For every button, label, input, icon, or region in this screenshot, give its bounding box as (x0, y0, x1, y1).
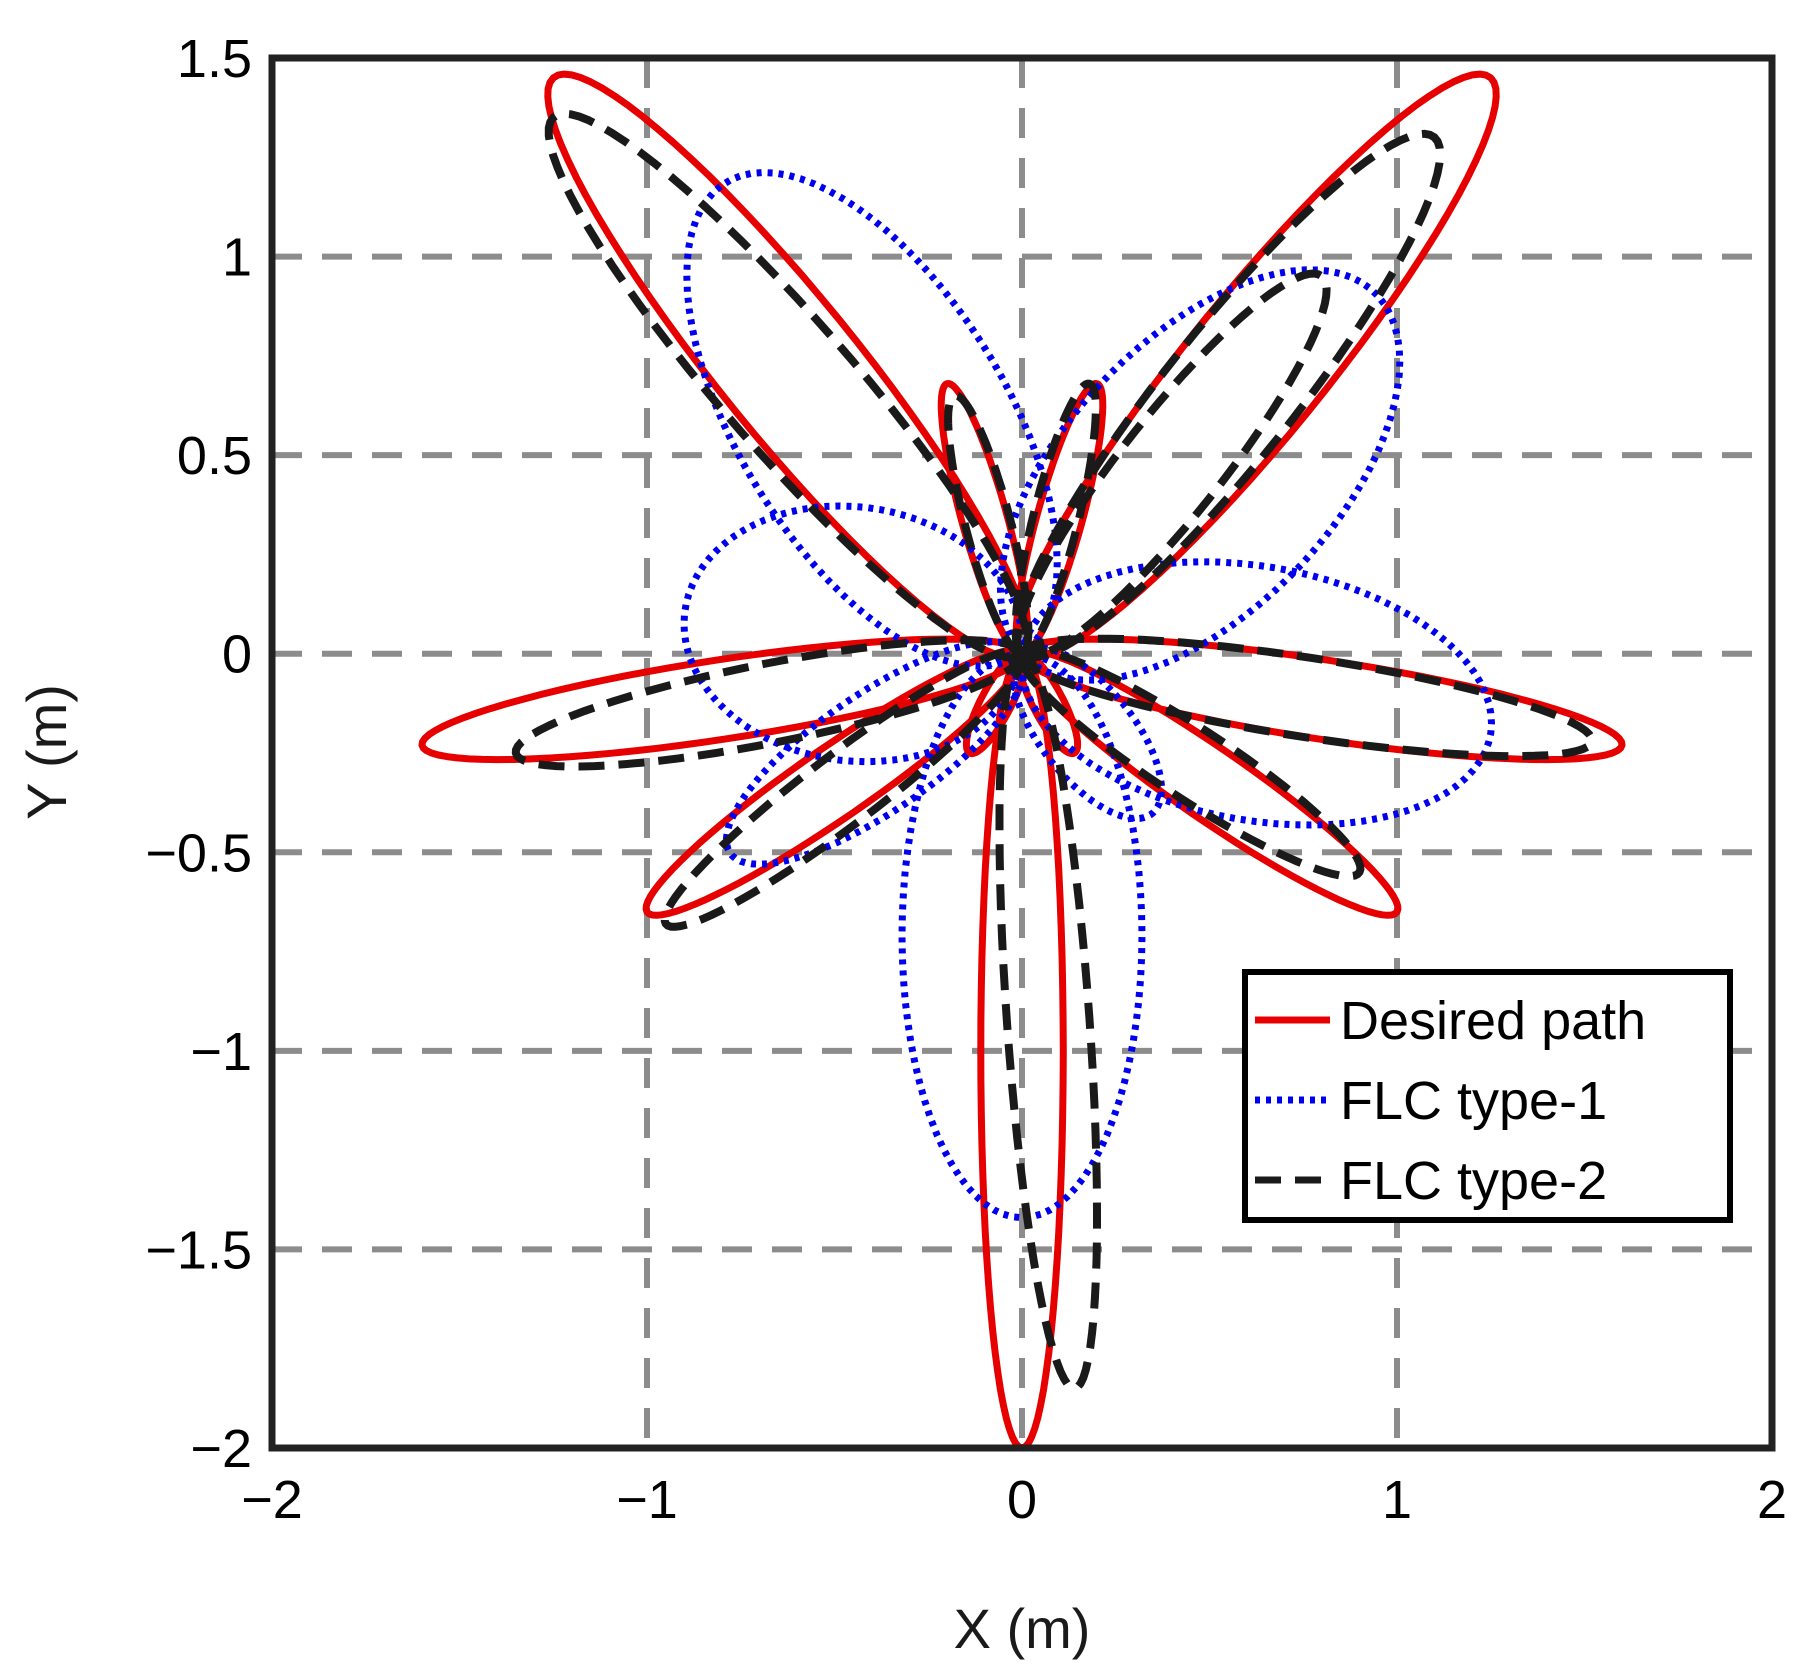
legend: Desired path FLC type-1 FLC type-2 (1242, 969, 1733, 1223)
petal-curve (944, 391, 1033, 658)
legend-label-desired-path: Desired path (1340, 991, 1646, 1051)
series-flc-type-2 (511, 109, 1596, 1393)
y-tick-label: −0.5 (145, 823, 252, 883)
tick-labels: −2 −1 0 1 2 1.5 1 0.5 0 −0.5 −1 −1.5 −2 (145, 29, 1787, 1530)
plot-frame (268, 54, 1776, 1452)
petal-curve (544, 109, 1031, 662)
y-tick-label: 1 (222, 228, 252, 288)
x-tick-label: 2 (1757, 1470, 1787, 1530)
petal-curve (1013, 269, 1331, 661)
petal-curve (1017, 645, 1365, 881)
legend-label-flc-type-1: FLC type-1 (1340, 1071, 1607, 1131)
petal-curve (937, 380, 1032, 658)
y-tick-label: −2 (190, 1419, 252, 1479)
y-tick-label: −1 (190, 1022, 252, 1082)
petal-curve (996, 266, 1404, 684)
y-tick-label: −1.5 (145, 1220, 252, 1280)
petal-curve (1012, 129, 1445, 662)
petal-curve (977, 650, 1067, 1448)
x-tick-label: 0 (1007, 1470, 1037, 1530)
petal-curve (1017, 558, 1495, 829)
series-layer (418, 70, 1626, 1448)
x-tick-label: −1 (616, 1470, 678, 1530)
y-axis-label: Y (m) (15, 684, 78, 820)
series-flc-type-1 (680, 169, 1495, 1222)
legend-label-flc-type-2: FLC type-2 (1340, 1151, 1607, 1211)
petal-curve (962, 649, 1029, 758)
x-tick-label: 1 (1382, 1470, 1412, 1530)
petal-curve (660, 646, 1027, 931)
petal-curve (642, 646, 1027, 919)
y-tick-label: 0 (222, 625, 252, 685)
petal-curve (680, 502, 1026, 766)
petal-curve (1017, 646, 1402, 919)
x-axis-label: X (m) (954, 1597, 1091, 1660)
legend-box (1242, 969, 1733, 1223)
y-tick-label: 0.5 (177, 426, 252, 486)
petal-curve (1011, 379, 1100, 658)
petal-curve (1010, 644, 1165, 822)
petal-curve (511, 636, 1026, 771)
y-tick-label: 1.5 (177, 29, 252, 89)
x-tick-label: −2 (241, 1470, 303, 1530)
